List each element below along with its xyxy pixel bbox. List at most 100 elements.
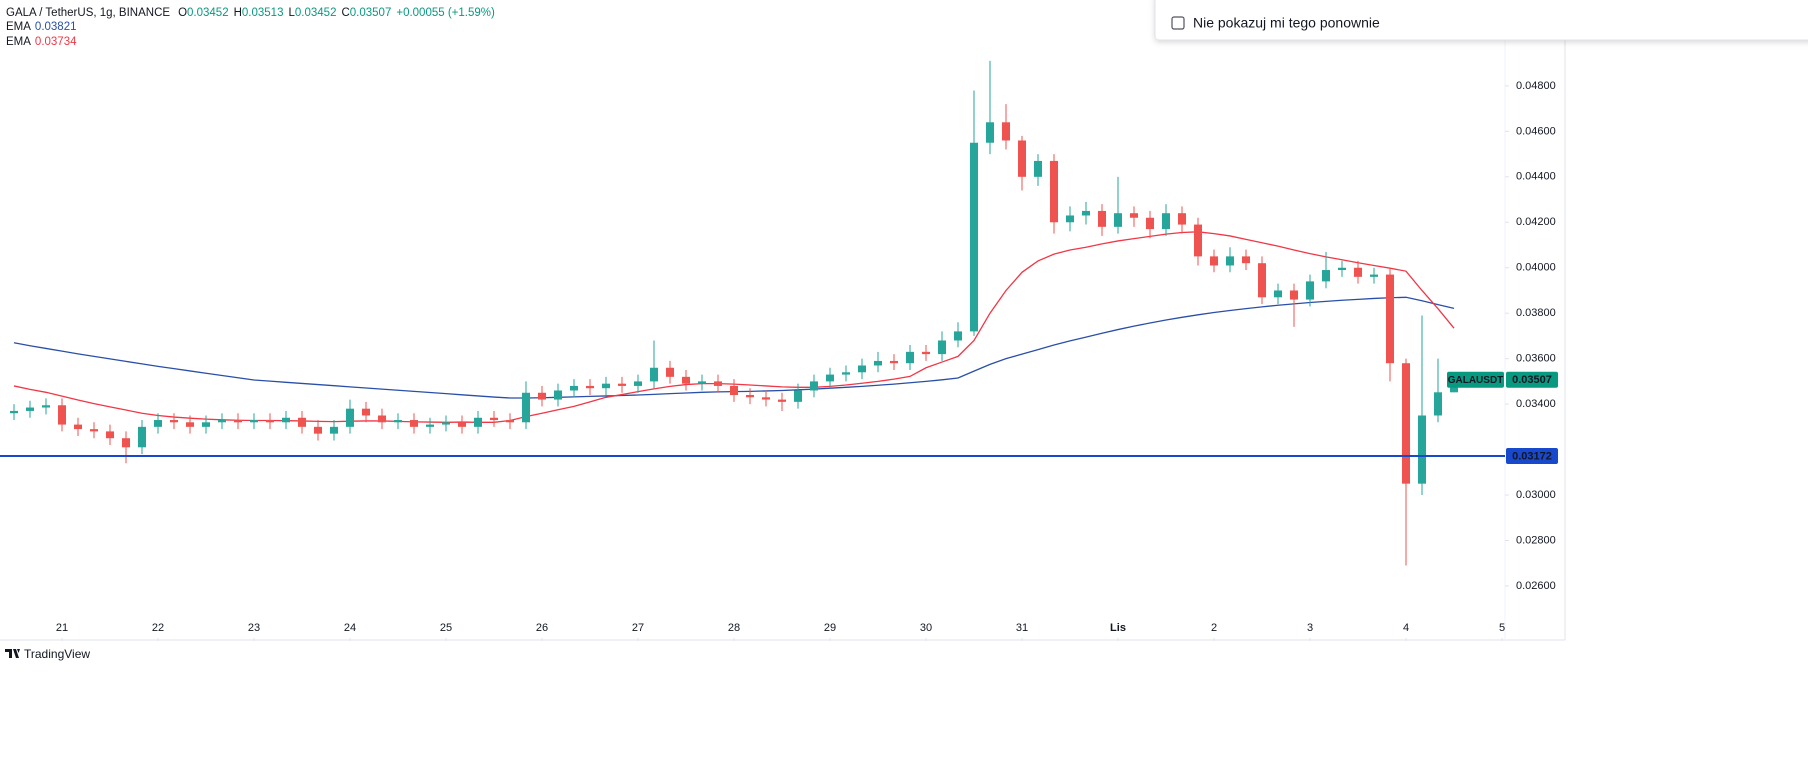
candle-body: [378, 415, 386, 423]
x-tick-label: 2: [1211, 622, 1217, 634]
candle-body: [1434, 392, 1442, 416]
y-tick-label: 0.04000: [1516, 262, 1556, 274]
candle-body: [730, 385, 738, 396]
candle-body: [490, 417, 498, 421]
candle-body: [778, 399, 786, 402]
candle-body: [26, 407, 34, 411]
candle-body: [10, 410, 18, 414]
candle-body: [1258, 263, 1266, 298]
candle-body: [698, 381, 706, 384]
y-tick-label: 0.04400: [1516, 171, 1556, 183]
candle-body: [586, 385, 594, 389]
y-tick-label: 0.04200: [1516, 216, 1556, 228]
candle-body: [1114, 213, 1122, 227]
candle-body: [666, 367, 674, 377]
candle-body: [634, 381, 642, 386]
candle-body: [106, 431, 114, 439]
footer: TradingView: [5, 647, 90, 661]
candle-body: [794, 390, 802, 402]
candle-body: [298, 417, 306, 427]
change: +0.00055 (+1.59%): [396, 7, 495, 19]
hline-label-box: [1506, 447, 1558, 464]
candle-body: [314, 426, 322, 434]
candle-body: [1050, 160, 1058, 223]
candle-body: [58, 405, 66, 425]
candle-body: [986, 122, 994, 143]
candle-body: [1338, 267, 1346, 271]
checkbox[interactable]: [1171, 16, 1185, 30]
candle-body: [474, 417, 482, 427]
candle-body: [1082, 210, 1090, 216]
symbol-label-box: [1447, 371, 1504, 388]
candle-body: [1322, 270, 1330, 282]
candle-body: [954, 331, 962, 341]
candle-body: [282, 417, 290, 423]
candle-body: [170, 420, 178, 423]
candle-body: [938, 340, 946, 355]
candle-body: [186, 422, 194, 427]
candle-body: [538, 392, 546, 400]
candle-body: [1018, 140, 1026, 177]
popup: Nie pokazuj mi tego ponownie: [1154, 0, 1808, 41]
candle-body: [906, 351, 914, 364]
ohlc-value: 0.03513: [242, 7, 284, 19]
y-tick-label: 0.02800: [1516, 534, 1556, 546]
candle-body: [970, 142, 978, 332]
candle-body: [250, 420, 258, 423]
candle-body: [442, 422, 450, 425]
candle-body: [410, 420, 418, 427]
candle-body: [842, 372, 850, 375]
x-tick-label: 31: [1016, 622, 1028, 634]
ohlc-value: 0.03452: [295, 7, 337, 19]
candle-body: [234, 420, 242, 423]
candle-body: [1130, 213, 1138, 218]
x-tick-label: 30: [920, 622, 932, 634]
x-tick-label: 23: [248, 622, 260, 634]
x-tick-label: 26: [536, 622, 548, 634]
hline-label: 0.03172: [1512, 450, 1552, 462]
ohlc-key: L: [288, 7, 295, 19]
y-tick-label: 0.02600: [1516, 580, 1556, 592]
legend-line: GALA / TetherUS, 1g, BINANCE O0.03452 H0.0…: [6, 7, 495, 19]
candle-body: [394, 420, 402, 423]
candle-body: [1178, 213, 1186, 225]
x-tick-label: 5: [1499, 622, 1505, 634]
x-tick-label: 27: [632, 622, 644, 634]
x-tick-label: 21: [56, 622, 68, 634]
x-tick-label: 22: [152, 622, 164, 634]
candle-body: [682, 376, 690, 384]
y-tick-label: 0.03600: [1516, 353, 1556, 365]
candle-body: [74, 424, 82, 430]
candle-body: [890, 360, 898, 364]
y-tick-label: 0.03400: [1516, 398, 1556, 410]
price-label: 0.03507: [1512, 374, 1552, 386]
candle-body: [1194, 224, 1202, 257]
x-tick-label: 25: [440, 622, 452, 634]
brand-name: TradingView: [24, 647, 90, 661]
candle-body: [458, 422, 466, 427]
candle-body: [426, 424, 434, 427]
candle-body: [1306, 281, 1314, 300]
candle-body: [1146, 217, 1154, 230]
candle-body: [1002, 122, 1010, 141]
candle-body: [1098, 210, 1106, 227]
candle-body: [138, 426, 146, 448]
candle-body: [1210, 256, 1218, 266]
x-tick-label: Lis: [1110, 622, 1126, 634]
ohlc-key: C: [341, 7, 349, 19]
indicator-name: EMA: [6, 21, 31, 33]
candle-body: [810, 381, 818, 391]
indicator-value: 0.03734: [35, 36, 77, 48]
indicator-legend: EMA 0.03821 EMA 0.03734: [6, 21, 77, 48]
candle-body: [330, 426, 338, 434]
checkbox-label[interactable]: Nie pokazuj mi tego ponownie: [1193, 15, 1380, 31]
candle-body: [570, 385, 578, 391]
x-tick-label: 24: [344, 622, 356, 634]
ohlc-value: 0.03452: [187, 7, 229, 19]
y-tick-label: 0.03800: [1516, 307, 1556, 319]
candle-body: [1418, 415, 1426, 484]
x-tick-label: 3: [1307, 622, 1313, 634]
candle-body: [858, 365, 866, 373]
axes: 0.02600 0.02800 0.03000 0.03400 0.03600 0.038…: [56, 80, 1558, 641]
y-tick-label: 0.04800: [1516, 80, 1556, 92]
